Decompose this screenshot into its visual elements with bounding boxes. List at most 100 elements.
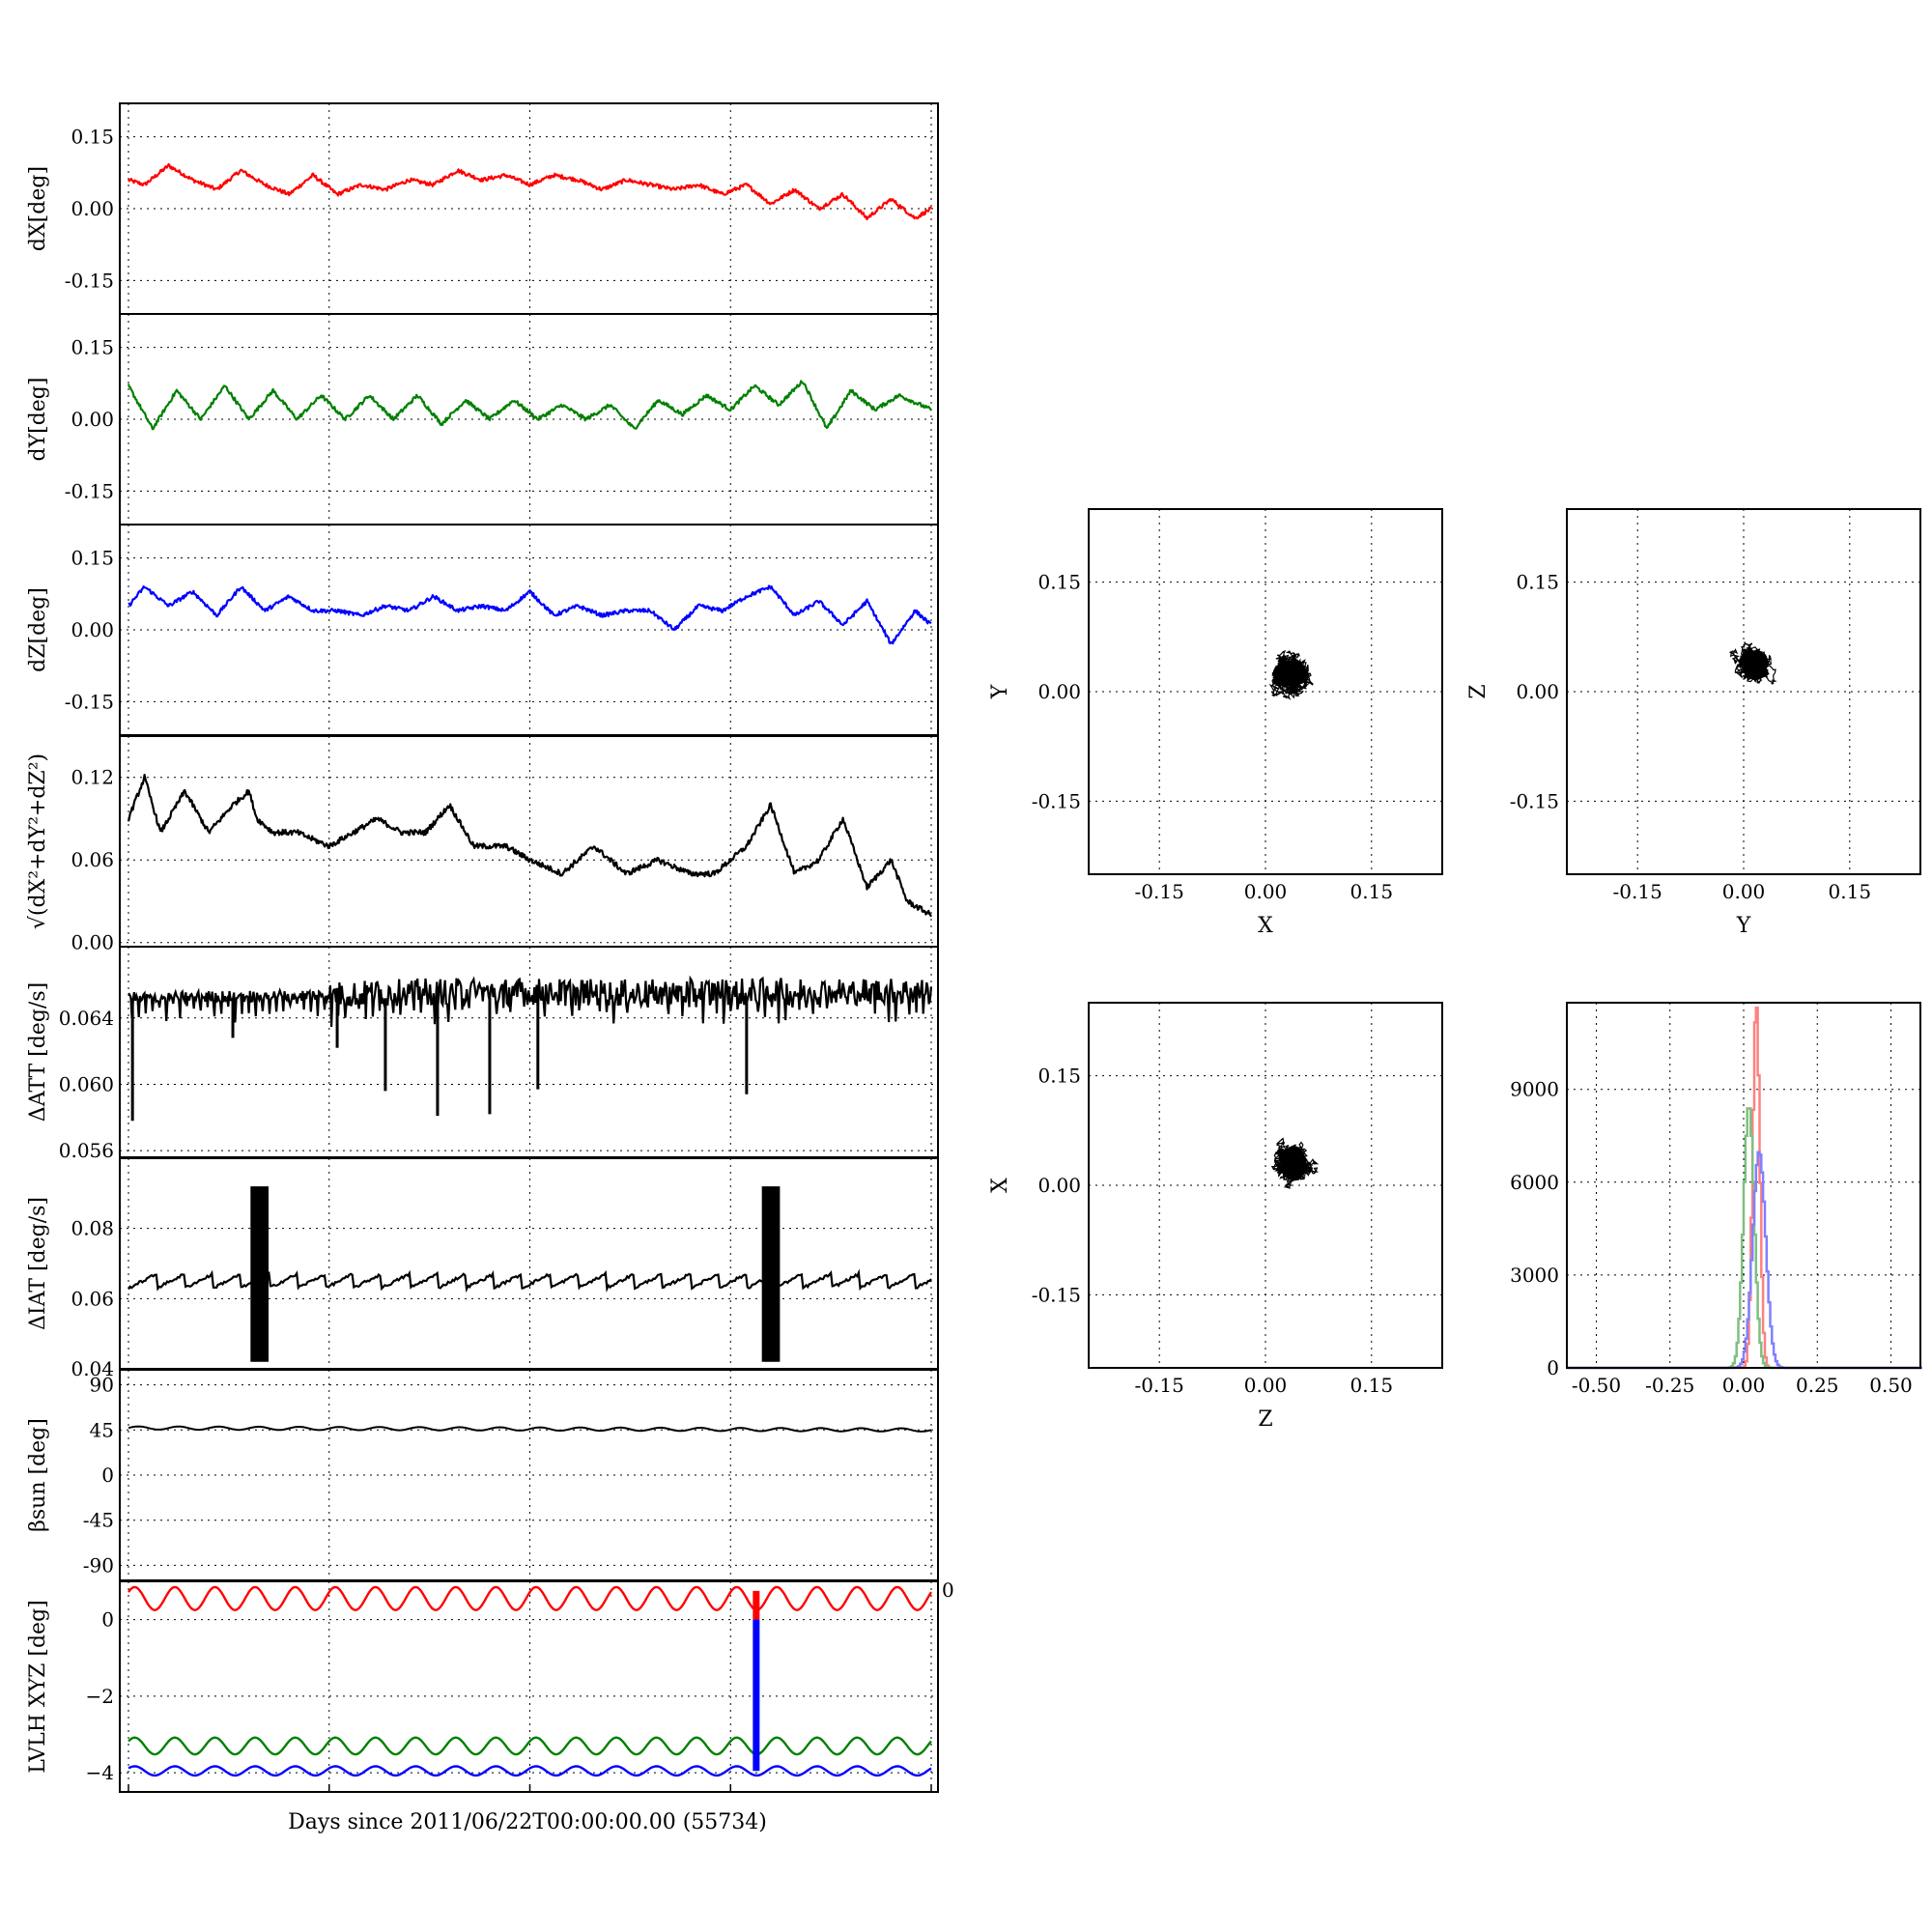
series-line (128, 1425, 932, 1433)
y-axis-label-lvlh: LVLH XYZ [deg] (26, 1600, 50, 1774)
y-tick-label: 6000 (1510, 1171, 1559, 1194)
y-tick-label: 0 (101, 1608, 114, 1632)
scatter-and-histogram-panels: -0.15 -0.15 0.00 0.00 0.15 0.15 X Y -0.15 -0.15 0.… (988, 508, 1922, 1432)
panel-scatter_zx: -0.15 -0.15 0.00 0.00 0.15 0.15 Z X (988, 1002, 1443, 1432)
y-axis-label-norm: √(dX²+dY²+dZ²) (26, 753, 50, 929)
panel-frame (119, 1580, 939, 1793)
x-tick-label: -0.15 (1613, 880, 1662, 903)
y-tick-label: 0.15 (71, 336, 114, 359)
y-tick-label: 0.056 (59, 1139, 114, 1162)
y-tick-label: 0.00 (1037, 1174, 1081, 1197)
y-tick-label: −2 (86, 1685, 114, 1708)
y-tick-label: 0 (101, 1463, 114, 1487)
y-tick-label: -45 (83, 1509, 114, 1532)
y-tick-label: 0.060 (59, 1072, 114, 1095)
panel-dX: 0.15 0.00 -0.15 dX[deg] (26, 102, 939, 315)
y-tick-label: 0.00 (71, 408, 114, 431)
panel-scatter_yz: -0.15 -0.15 0.00 0.00 0.15 0.15 Y Z (1466, 508, 1921, 938)
panel-dZ: 0.15 0.00 -0.15 dZ[deg] (26, 524, 939, 736)
time-series-panels: 0.15 0.00 -0.15 dX[deg] 0.15 0.00 -0.15 dY[deg]… (26, 102, 954, 1793)
y-tick-label: -0.15 (1032, 789, 1081, 812)
burst-block (764, 1256, 780, 1341)
panel-beta: 90 45 0 -45 -90 βsun [deg] (26, 1369, 939, 1581)
y-tick-label: -0.15 (1032, 1283, 1081, 1306)
series-line (128, 975, 933, 1028)
series-line (128, 162, 932, 221)
y-tick-label: 0.12 (71, 766, 114, 789)
panel-lvlh: 0 −2 −4 0 LVLH XYZ [deg] (26, 1578, 954, 1793)
y-tick-label: 0.00 (71, 931, 114, 954)
histogram-series-1 (1567, 1107, 1922, 1370)
x-tick-label: -0.50 (1572, 1374, 1621, 1397)
y-axis-label-dIAT: ΔIAT [deg/s] (26, 1197, 50, 1330)
y-tick-label: 0.064 (59, 1007, 114, 1030)
x-tick-label: -0.25 (1645, 1374, 1694, 1397)
panel-dIAT: 0.08 0.06 0.04 ΔIAT [deg/s] (26, 1157, 939, 1380)
figure-xlabel: Days since 2011/06/22T00:00:00.00 (55734… (288, 1810, 767, 1834)
y-tick-label: 0.06 (71, 848, 114, 871)
panel-frame (119, 1157, 939, 1370)
y-tick-label: 0.15 (1037, 571, 1081, 594)
x-tick-label: 0.00 (1244, 880, 1288, 903)
burst-block (252, 1256, 268, 1341)
panel-frame (1566, 508, 1921, 875)
y-axis-label: Y (988, 684, 1012, 699)
panel-scatter_xy: -0.15 -0.15 0.00 0.00 0.15 0.15 X Y (988, 508, 1443, 938)
x-axis-label: X (1258, 914, 1273, 938)
y-tick-label: 0.04 (71, 1357, 114, 1380)
panel-frame (1566, 1002, 1921, 1369)
y-tick-label: 0.00 (1037, 680, 1081, 703)
y-axis-label-dX: dX[deg] (26, 166, 50, 251)
y-tick-label: -90 (83, 1553, 114, 1577)
y-axis-label-beta: βsun [deg] (26, 1418, 50, 1532)
y-tick-label: 0.06 (71, 1287, 114, 1310)
x-tick-label: 0.50 (1869, 1374, 1913, 1397)
scatter-core (1740, 650, 1769, 674)
y-tick-label: -0.15 (65, 479, 114, 502)
y-tick-label: 0.08 (71, 1217, 114, 1240)
x-tick-label: 0.00 (1244, 1374, 1288, 1397)
y-tick-label: 0.15 (1037, 1065, 1081, 1088)
y-tick-label: 45 (90, 1418, 114, 1441)
y-tick-label: -0.15 (65, 690, 114, 713)
y-tick-label: −4 (86, 1761, 114, 1784)
lvlh-series-0 (128, 1585, 933, 1611)
panel-frame (1088, 508, 1443, 875)
x-tick-label: 0.15 (1829, 880, 1872, 903)
y-axis-label: X (988, 1178, 1012, 1193)
y-axis-label-dY: dY[deg] (26, 378, 50, 462)
y-tick-label: 0.00 (71, 197, 114, 220)
x-tick-label: 0.00 (1722, 1374, 1766, 1397)
y-tick-label: -0.15 (1510, 789, 1559, 812)
scatter-core (1281, 1146, 1307, 1181)
series-line (127, 773, 932, 918)
x-tick-label: 0.15 (1350, 880, 1394, 903)
panel-histogram: -0.50 -0.25 0.00 0.25 0.50 9000 6000 3000 0 (1510, 1002, 1922, 1397)
y-tick-label: 0.15 (1516, 571, 1559, 594)
y-tick-label: 90 (90, 1374, 114, 1397)
x-tick-label: 0.15 (1350, 1374, 1394, 1397)
lvlh-series-2 (128, 1765, 932, 1777)
series-line (128, 584, 932, 645)
panel-frame (119, 946, 939, 1158)
series-line (127, 380, 932, 431)
lvlh-series-1 (128, 1736, 932, 1756)
y-tick-label: 9000 (1510, 1078, 1559, 1101)
panel-frame (119, 735, 939, 948)
y-tick-label: -0.15 (65, 269, 114, 292)
x-axis-label: Z (1258, 1407, 1272, 1432)
panel-frame (1088, 1002, 1443, 1369)
panel-dATT: 0.064 0.060 0.056 ΔATT [deg/s] (26, 946, 939, 1162)
x-tick-label: 0.00 (1722, 880, 1766, 903)
right-tick-label: 0 (942, 1578, 954, 1602)
y-tick-label: 0.00 (71, 618, 114, 641)
y-tick-label: 0 (1547, 1356, 1559, 1379)
y-axis-label: Z (1466, 684, 1491, 698)
x-tick-label: -0.15 (1135, 1374, 1184, 1397)
x-tick-label: 0.25 (1796, 1374, 1839, 1397)
y-axis-label-dZ: dZ[deg] (26, 587, 50, 672)
y-tick-label: 3000 (1510, 1264, 1559, 1287)
x-axis-label: Y (1736, 914, 1751, 938)
y-axis-label-dATT: ΔATT [deg/s] (26, 982, 50, 1122)
